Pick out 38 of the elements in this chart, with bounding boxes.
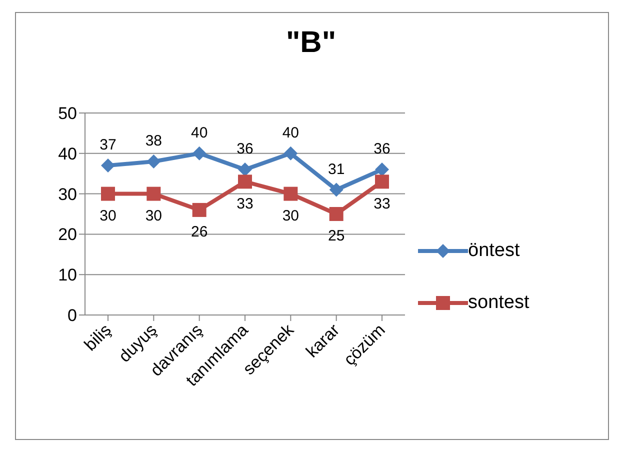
point (284, 186, 298, 201)
data-label: 30 (145, 207, 162, 224)
point (101, 186, 115, 201)
x-tick-label: biliş (80, 320, 115, 355)
y-tick-label: 30 (58, 184, 77, 204)
point (238, 162, 252, 177)
point (238, 174, 252, 189)
point (375, 174, 389, 189)
legend-label: öntest (468, 240, 520, 262)
point (146, 186, 161, 201)
point (192, 202, 206, 217)
data-label: 33 (236, 195, 254, 212)
data-label: 30 (100, 207, 116, 224)
y-tick-label: 10 (58, 266, 77, 285)
data-label: 30 (282, 207, 300, 224)
data-label: 36 (374, 140, 390, 158)
data-label: 25 (328, 228, 345, 245)
point (146, 154, 161, 168)
point (101, 158, 115, 173)
data-label: 36 (236, 140, 254, 158)
data-label: 26 (190, 224, 208, 241)
legend-label: sontest (468, 292, 530, 314)
data-label: 33 (374, 195, 390, 212)
point (375, 162, 389, 177)
point (284, 146, 298, 160)
point (192, 146, 206, 160)
point (329, 207, 344, 221)
point (329, 182, 344, 197)
y-tick-label: 50 (58, 104, 77, 124)
y-tick-label: 0 (68, 306, 77, 326)
chart-title: "B" (284, 26, 338, 60)
y-tick-label: 20 (58, 225, 77, 244)
data-label: 40 (190, 124, 208, 142)
data-label: 37 (100, 136, 116, 154)
y-tick-label: 40 (58, 144, 77, 164)
data-label: 31 (328, 160, 345, 178)
data-label: 40 (282, 124, 300, 142)
data-label: 38 (145, 132, 162, 150)
